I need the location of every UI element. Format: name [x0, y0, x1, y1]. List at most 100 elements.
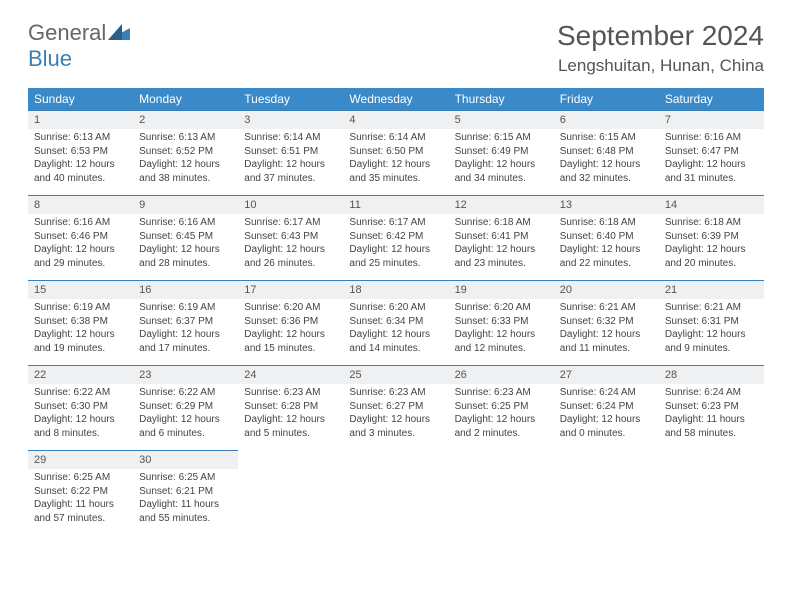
day-number: 30 — [133, 450, 238, 469]
day-details: Sunrise: 6:19 AMSunset: 6:37 PMDaylight:… — [133, 299, 238, 365]
day-number: 1 — [28, 110, 133, 129]
day-details: Sunrise: 6:18 AMSunset: 6:40 PMDaylight:… — [554, 214, 659, 280]
calendar-day-cell: 20Sunrise: 6:21 AMSunset: 6:32 PMDayligh… — [554, 280, 659, 365]
sunset-text: Sunset: 6:28 PM — [244, 400, 337, 414]
header: General Blue September 2024 Lengshuitan,… — [28, 20, 764, 76]
sunrise-text: Sunrise: 6:17 AM — [349, 216, 442, 230]
page-title: September 2024 — [557, 20, 764, 52]
daylight-text: Daylight: 12 hours and 25 minutes. — [349, 243, 442, 270]
calendar-day-cell: 2Sunrise: 6:13 AMSunset: 6:52 PMDaylight… — [133, 110, 238, 195]
weekday-header-row: SundayMondayTuesdayWednesdayThursdayFrid… — [28, 88, 764, 110]
daylight-text: Daylight: 12 hours and 12 minutes. — [455, 328, 548, 355]
sunrise-text: Sunrise: 6:21 AM — [560, 301, 653, 315]
day-number: 28 — [659, 365, 764, 384]
sunset-text: Sunset: 6:37 PM — [139, 315, 232, 329]
day-details: Sunrise: 6:17 AMSunset: 6:42 PMDaylight:… — [343, 214, 448, 280]
sunset-text: Sunset: 6:25 PM — [455, 400, 548, 414]
calendar-day-cell: 12Sunrise: 6:18 AMSunset: 6:41 PMDayligh… — [449, 195, 554, 280]
sunrise-text: Sunrise: 6:18 AM — [665, 216, 758, 230]
daylight-text: Daylight: 12 hours and 23 minutes. — [455, 243, 548, 270]
calendar-day-cell: 6Sunrise: 6:15 AMSunset: 6:48 PMDaylight… — [554, 110, 659, 195]
day-details: Sunrise: 6:15 AMSunset: 6:48 PMDaylight:… — [554, 129, 659, 195]
sunrise-text: Sunrise: 6:16 AM — [665, 131, 758, 145]
sunrise-text: Sunrise: 6:19 AM — [34, 301, 127, 315]
sunset-text: Sunset: 6:50 PM — [349, 145, 442, 159]
day-details: Sunrise: 6:20 AMSunset: 6:36 PMDaylight:… — [238, 299, 343, 365]
calendar-day-cell — [343, 450, 448, 535]
day-details: Sunrise: 6:20 AMSunset: 6:33 PMDaylight:… — [449, 299, 554, 365]
sunrise-text: Sunrise: 6:14 AM — [349, 131, 442, 145]
calendar-day-cell: 27Sunrise: 6:24 AMSunset: 6:24 PMDayligh… — [554, 365, 659, 450]
day-number: 18 — [343, 280, 448, 299]
daylight-text: Daylight: 12 hours and 14 minutes. — [349, 328, 442, 355]
calendar-day-cell: 29Sunrise: 6:25 AMSunset: 6:22 PMDayligh… — [28, 450, 133, 535]
sunset-text: Sunset: 6:22 PM — [34, 485, 127, 499]
day-details: Sunrise: 6:16 AMSunset: 6:45 PMDaylight:… — [133, 214, 238, 280]
sunset-text: Sunset: 6:45 PM — [139, 230, 232, 244]
day-number: 4 — [343, 110, 448, 129]
sunset-text: Sunset: 6:30 PM — [34, 400, 127, 414]
day-number: 21 — [659, 280, 764, 299]
sunset-text: Sunset: 6:32 PM — [560, 315, 653, 329]
sunrise-text: Sunrise: 6:15 AM — [455, 131, 548, 145]
calendar-day-cell: 24Sunrise: 6:23 AMSunset: 6:28 PMDayligh… — [238, 365, 343, 450]
sunrise-text: Sunrise: 6:19 AM — [139, 301, 232, 315]
calendar-day-cell: 10Sunrise: 6:17 AMSunset: 6:43 PMDayligh… — [238, 195, 343, 280]
sunset-text: Sunset: 6:40 PM — [560, 230, 653, 244]
day-number: 6 — [554, 110, 659, 129]
sunrise-text: Sunrise: 6:13 AM — [139, 131, 232, 145]
calendar-day-cell: 1Sunrise: 6:13 AMSunset: 6:53 PMDaylight… — [28, 110, 133, 195]
logo-text-blue: Blue — [28, 46, 72, 71]
calendar-day-cell: 28Sunrise: 6:24 AMSunset: 6:23 PMDayligh… — [659, 365, 764, 450]
day-number: 26 — [449, 365, 554, 384]
calendar-day-cell — [449, 450, 554, 535]
sunrise-text: Sunrise: 6:18 AM — [455, 216, 548, 230]
weekday-header: Friday — [554, 88, 659, 110]
sunset-text: Sunset: 6:49 PM — [455, 145, 548, 159]
daylight-text: Daylight: 12 hours and 17 minutes. — [139, 328, 232, 355]
daylight-text: Daylight: 12 hours and 28 minutes. — [139, 243, 232, 270]
calendar-week-row: 1Sunrise: 6:13 AMSunset: 6:53 PMDaylight… — [28, 110, 764, 195]
calendar-day-cell: 25Sunrise: 6:23 AMSunset: 6:27 PMDayligh… — [343, 365, 448, 450]
sunset-text: Sunset: 6:36 PM — [244, 315, 337, 329]
calendar-day-cell: 9Sunrise: 6:16 AMSunset: 6:45 PMDaylight… — [133, 195, 238, 280]
day-details: Sunrise: 6:21 AMSunset: 6:32 PMDaylight:… — [554, 299, 659, 365]
calendar-day-cell: 5Sunrise: 6:15 AMSunset: 6:49 PMDaylight… — [449, 110, 554, 195]
weekday-header: Saturday — [659, 88, 764, 110]
sunset-text: Sunset: 6:33 PM — [455, 315, 548, 329]
sunrise-text: Sunrise: 6:20 AM — [244, 301, 337, 315]
day-details: Sunrise: 6:23 AMSunset: 6:28 PMDaylight:… — [238, 384, 343, 450]
sunset-text: Sunset: 6:41 PM — [455, 230, 548, 244]
day-number: 19 — [449, 280, 554, 299]
daylight-text: Daylight: 12 hours and 2 minutes. — [455, 413, 548, 440]
sunset-text: Sunset: 6:43 PM — [244, 230, 337, 244]
day-details: Sunrise: 6:19 AMSunset: 6:38 PMDaylight:… — [28, 299, 133, 365]
calendar-week-row: 15Sunrise: 6:19 AMSunset: 6:38 PMDayligh… — [28, 280, 764, 365]
sunset-text: Sunset: 6:27 PM — [349, 400, 442, 414]
daylight-text: Daylight: 12 hours and 22 minutes. — [560, 243, 653, 270]
calendar-week-row: 22Sunrise: 6:22 AMSunset: 6:30 PMDayligh… — [28, 365, 764, 450]
daylight-text: Daylight: 12 hours and 40 minutes. — [34, 158, 127, 185]
sunset-text: Sunset: 6:21 PM — [139, 485, 232, 499]
calendar-day-cell: 22Sunrise: 6:22 AMSunset: 6:30 PMDayligh… — [28, 365, 133, 450]
calendar-day-cell — [659, 450, 764, 535]
daylight-text: Daylight: 12 hours and 20 minutes. — [665, 243, 758, 270]
sunrise-text: Sunrise: 6:23 AM — [349, 386, 442, 400]
day-number: 16 — [133, 280, 238, 299]
daylight-text: Daylight: 12 hours and 35 minutes. — [349, 158, 442, 185]
sunset-text: Sunset: 6:47 PM — [665, 145, 758, 159]
sunrise-text: Sunrise: 6:25 AM — [34, 471, 127, 485]
day-details: Sunrise: 6:25 AMSunset: 6:22 PMDaylight:… — [28, 469, 133, 535]
sunset-text: Sunset: 6:23 PM — [665, 400, 758, 414]
daylight-text: Daylight: 12 hours and 11 minutes. — [560, 328, 653, 355]
sunset-text: Sunset: 6:39 PM — [665, 230, 758, 244]
sunrise-text: Sunrise: 6:17 AM — [244, 216, 337, 230]
daylight-text: Daylight: 12 hours and 31 minutes. — [665, 158, 758, 185]
sunrise-text: Sunrise: 6:16 AM — [139, 216, 232, 230]
day-details: Sunrise: 6:23 AMSunset: 6:27 PMDaylight:… — [343, 384, 448, 450]
sunset-text: Sunset: 6:29 PM — [139, 400, 232, 414]
sunset-text: Sunset: 6:34 PM — [349, 315, 442, 329]
sunset-text: Sunset: 6:53 PM — [34, 145, 127, 159]
day-details: Sunrise: 6:23 AMSunset: 6:25 PMDaylight:… — [449, 384, 554, 450]
sunrise-text: Sunrise: 6:20 AM — [455, 301, 548, 315]
